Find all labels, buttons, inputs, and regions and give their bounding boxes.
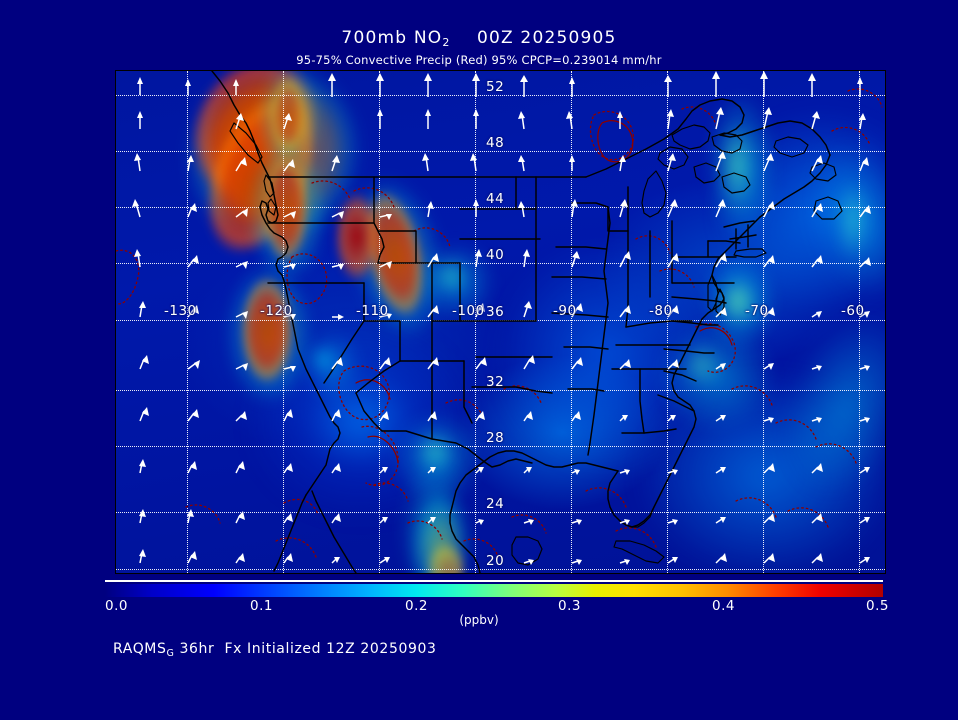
gridline-lat-48 [116,151,885,152]
title-subscript: 2 [442,36,451,49]
lon-label--100: -100 [452,303,485,319]
wind-vector-field [132,71,871,565]
lon-label--110: -110 [356,303,389,319]
footer-model-subscript: G [166,648,175,659]
colorbar [105,584,883,597]
colorbar-tick-2: 0.2 [405,598,428,614]
gridline-lon--90 [571,71,572,573]
colorbar-tick-4: 0.4 [712,598,735,614]
gridline-lat-40 [116,263,885,264]
footer-model-suffix: 36hr Fx Initialized 12Z 20250903 [174,641,437,657]
gridline-lat-32 [116,390,885,391]
colorbar-tick-1: 0.1 [250,598,273,614]
footer-model-prefix: RAQMS [113,641,167,657]
lat-label-20: 20 [486,553,505,569]
lon-label--130: -130 [164,303,197,319]
title-suffix: 00Z 20250905 [450,28,617,48]
gridline-lat-20 [116,569,885,570]
lat-label-52: 52 [486,79,505,95]
colorbar-units-label: (ppbv) [459,613,499,627]
lat-label-36: 36 [486,304,505,320]
page-title: 700mb NO2 00Z 20250905 [0,28,958,49]
colorbar-tick-5: 0.5 [866,598,889,614]
gridline-lon--100 [475,71,476,573]
convective-precip-contours [116,88,883,558]
lat-label-32: 32 [486,374,505,390]
lon-label--60: -60 [841,303,865,319]
colorbar-tick-0: 0.0 [105,598,128,614]
gridline-lon--120 [283,71,284,573]
lat-label-48: 48 [486,135,505,151]
gridline-lat-24 [116,512,885,513]
gridline-lat-28 [116,446,885,447]
gridline-lat-44 [116,207,885,208]
map-plot-area: 52 48 44 40 36 32 28 24 20 -130 -120 -11… [115,70,886,574]
lon-label--80: -80 [649,303,673,319]
model-footer: RAQMSG 36hr Fx Initialized 12Z 20250903 [113,641,436,659]
title-prefix: 700mb NO [341,28,443,48]
lat-label-44: 44 [486,191,505,207]
lat-label-24: 24 [486,496,505,512]
gridline-lon--130 [187,71,188,573]
map-geography [211,71,843,573]
colorbar-rule [105,580,883,582]
lon-label--90: -90 [553,303,577,319]
gridline-lon--70 [763,71,764,573]
lat-label-40: 40 [486,247,505,263]
page-subtitle: 95-75% Convective Precip (Red) 95% CPCP=… [296,53,662,67]
gridline-lat-52 [116,95,885,96]
gridline-lon--60 [859,71,860,573]
lon-label--120: -120 [260,303,293,319]
lon-label--70: -70 [745,303,769,319]
gridline-lon--110 [379,71,380,573]
colorbar-tick-3: 0.3 [558,598,581,614]
lat-label-28: 28 [486,430,505,446]
